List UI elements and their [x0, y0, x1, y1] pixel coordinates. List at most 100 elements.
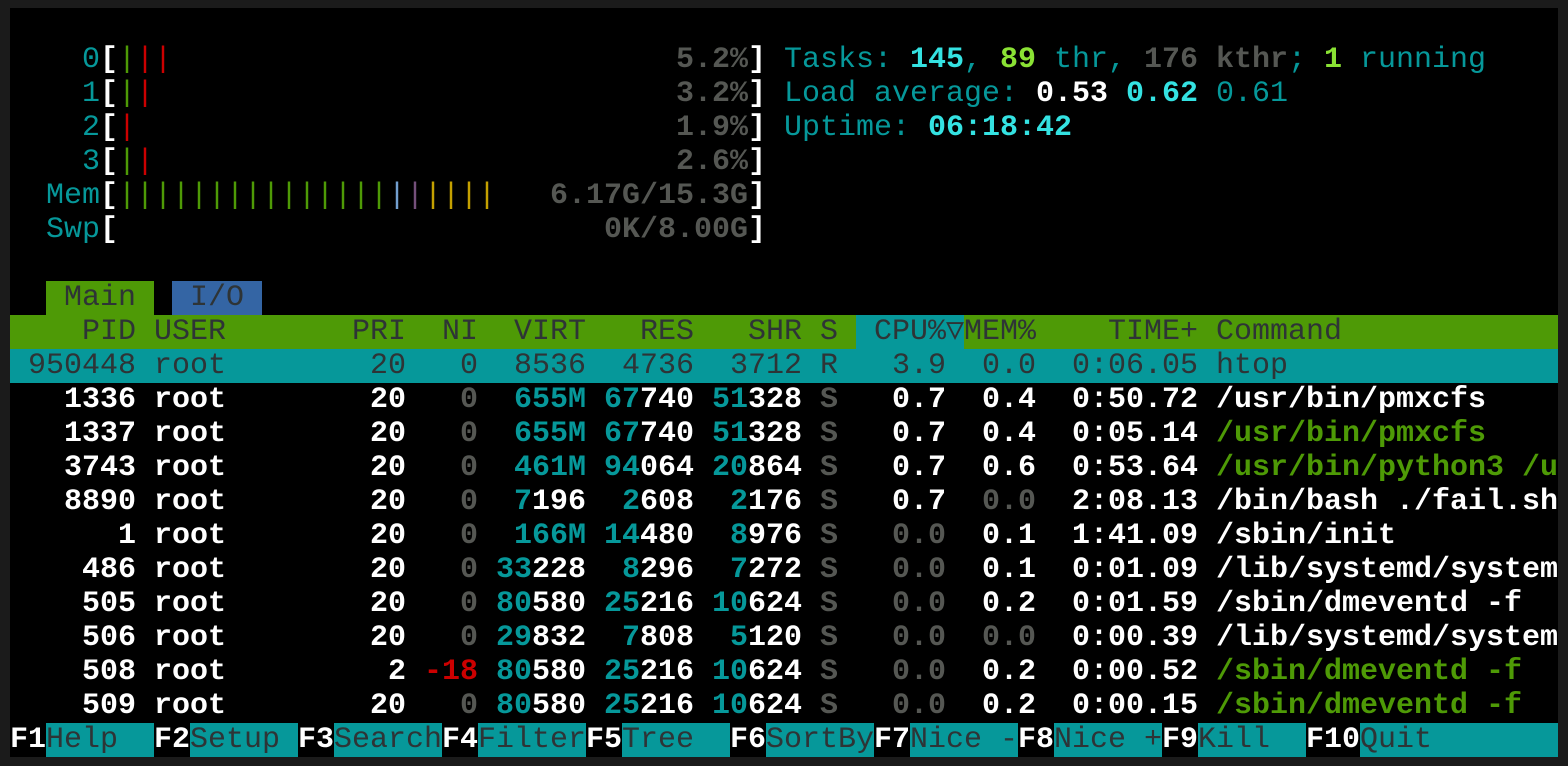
- cell-s: S: [820, 451, 839, 485]
- fkey-f5[interactable]: F5: [586, 723, 623, 757]
- tasks-text: 145: [910, 43, 965, 77]
- sort-descending-icon[interactable]: ▽: [946, 315, 965, 349]
- header-s[interactable]: S: [820, 315, 839, 349]
- fkey-f8[interactable]: F8: [1018, 723, 1055, 757]
- function-setup-button[interactable]: Setup: [190, 723, 298, 757]
- cell-time: 0:01.09: [1071, 553, 1198, 587]
- fkey-f4[interactable]: F4: [442, 723, 479, 757]
- header-mem[interactable]: MEM%: [964, 315, 1037, 349]
- value-high-digits: 7: [729, 553, 748, 587]
- meter-close-bracket: ]: [748, 145, 767, 179]
- header-pid[interactable]: PID: [81, 315, 136, 349]
- process-row[interactable]: 1 root 20 0 166M 14480 8976 S 0.0 0.1 1:41.09/sbin…: [10, 519, 1558, 553]
- cell-time: 2:08.13: [1071, 485, 1198, 519]
- function-nice-button[interactable]: Nice +: [1054, 723, 1163, 757]
- meter-bar-green: |: [280, 179, 299, 213]
- meter-2: 2[| 1.9%] Uptime: 06:18:42: [10, 111, 1558, 145]
- value-high-digits: 51: [712, 417, 749, 451]
- cell-cpu: 0.0: [891, 689, 946, 723]
- process-row[interactable]: 509 root 20 0 80580 25216 10624 S 0.0 0.2 0:00.15 /…: [10, 689, 1558, 723]
- value-low-digits: 740: [640, 417, 695, 451]
- cell-cmd: /sbin/dmeventd -f: [1216, 655, 1523, 689]
- function-filter-button[interactable]: Filter: [478, 723, 587, 757]
- cell-user: root: [154, 485, 227, 519]
- function-search-button[interactable]: Search: [334, 723, 443, 757]
- process-row[interactable]: 1336 root 20 0 655M 67740 51328 S 0.7 0.4 0:50.72 /…: [10, 383, 1558, 417]
- cell-virt: 33228: [496, 553, 586, 587]
- fkey-f9[interactable]: F9: [1162, 723, 1199, 757]
- value-low-digits: 976: [747, 519, 802, 553]
- cell-pid: 509: [81, 689, 136, 723]
- tab-io[interactable]: I/O: [172, 281, 263, 315]
- cell-user: root: [154, 655, 227, 689]
- cell-pid: 506: [81, 621, 136, 655]
- function-tree-button[interactable]: Tree: [622, 723, 730, 757]
- value-high-digits: 14: [604, 519, 641, 553]
- function-bar: F1 Help F2 Setup F3 Search F4 Filter F5 Tree F6 Sor…: [10, 723, 1558, 757]
- htop-terminal: 0[| | | 5.2%] Tasks: 145, 89 thr, 176 kthr; …: [10, 8, 1558, 757]
- cell-ni: 0: [459, 621, 478, 655]
- header-res[interactable]: RES: [639, 315, 694, 349]
- cell-pri: 20: [369, 485, 406, 519]
- cell-time: 0:00.15: [1071, 689, 1198, 723]
- process-row[interactable]: 3743 root 20 0 461M 94064 20864 S 0.7 0.6 0:53.64/…: [10, 451, 1558, 485]
- value-high-digits: 10: [712, 655, 749, 689]
- cell-shr: 10624: [712, 655, 802, 689]
- process-row[interactable]: 8890 root 20 0 7196 2608 2176 S 0.7 0.0 2:08.13/bi…: [10, 485, 1558, 519]
- process-row[interactable]: 505 root 20 0 80580 25216 10624 S 0.0 0.2 0:01.59 /…: [10, 587, 1558, 621]
- function-kill-button[interactable]: Kill: [1198, 723, 1306, 757]
- meter-bar-green: |: [352, 179, 371, 213]
- cell-res: 14480: [604, 519, 694, 553]
- cell-mem: 0.4: [981, 383, 1036, 417]
- header-shr[interactable]: SHR: [747, 315, 802, 349]
- value-low-digits: 328: [748, 417, 803, 451]
- cell-res: 4736: [621, 349, 694, 383]
- cell-ni: -18: [424, 655, 479, 689]
- meter-open-bracket: [: [100, 179, 119, 213]
- meter-bar-green: |: [118, 145, 137, 179]
- fkey-f6[interactable]: F6: [730, 723, 767, 757]
- header-command[interactable]: Command: [1216, 315, 1343, 349]
- function-quit-button[interactable]: Quit: [1360, 723, 1558, 757]
- cell-cpu: 0.7: [891, 383, 946, 417]
- fkey-f10[interactable]: F10: [1306, 723, 1361, 757]
- value-low-digits: 228: [532, 553, 587, 587]
- function-nice-button[interactable]: Nice -: [910, 723, 1019, 757]
- cell-mem: 0.2: [981, 689, 1036, 723]
- cell-mem: 0.1: [981, 519, 1036, 553]
- cell-pri: 20: [369, 519, 406, 553]
- function-help-button[interactable]: Help: [46, 723, 154, 757]
- meter-close-bracket: ]: [748, 111, 767, 145]
- fkey-f7[interactable]: F7: [874, 723, 911, 757]
- fkey-f3[interactable]: F3: [298, 723, 335, 757]
- meter-bar-yellow: |: [478, 179, 497, 213]
- meter-swp: Swp[0K/8.00G]: [10, 213, 1558, 247]
- function-sortby-button[interactable]: SortBy: [766, 723, 875, 757]
- header-cpu[interactable]: CPU%: [874, 315, 947, 349]
- header-time[interactable]: TIME+: [1107, 315, 1198, 349]
- value-high-digits: 80: [496, 655, 533, 689]
- process-row[interactable]: 506 root 20 0 29832 7808 5120 S 0.0 0.0 0:00.39/li…: [10, 621, 1558, 655]
- header-virt[interactable]: VIRT: [513, 315, 586, 349]
- process-row[interactable]: 1337 root 20 0 655M 67740 51328 S 0.7 0.4 0:05.14 /…: [10, 417, 1558, 451]
- meter-bar-blue: |: [388, 179, 407, 213]
- fkey-f1[interactable]: F1: [10, 723, 47, 757]
- cell-time: 0:01.59: [1071, 587, 1198, 621]
- meter-bar-red: |: [118, 111, 137, 145]
- process-row[interactable]: 486 root 20 0 33228 8296 7272 S 0.0 0.1 0:01.09/li…: [10, 553, 1558, 587]
- meter-1: 1[| | 3.2%] Load average: 0.53 0.62 0.61: [10, 77, 1558, 111]
- header-pri[interactable]: PRI: [351, 315, 406, 349]
- meter-value: 2.6%: [675, 145, 748, 179]
- header-user[interactable]: USER: [154, 315, 227, 349]
- meter-bar-red: |: [136, 43, 155, 77]
- meter-open-bracket: [: [100, 145, 119, 179]
- process-row[interactable]: 508 root 2 -18 80580 25216 10624 S 0.0 0.2 0:00.52…: [10, 655, 1558, 689]
- header-ni[interactable]: NI: [441, 315, 478, 349]
- cell-virt: 29832: [496, 621, 586, 655]
- value-high-digits: 655M: [513, 417, 586, 451]
- process-row[interactable]: 950448 root 20 0 8536 4736 3712 R 3.9 0.0 0:06.05 h…: [10, 349, 1558, 383]
- fkey-f2[interactable]: F2: [154, 723, 191, 757]
- cell-virt: 655M: [496, 383, 586, 417]
- cell-pid: 3743: [63, 451, 136, 485]
- tab-main[interactable]: Main: [46, 281, 155, 315]
